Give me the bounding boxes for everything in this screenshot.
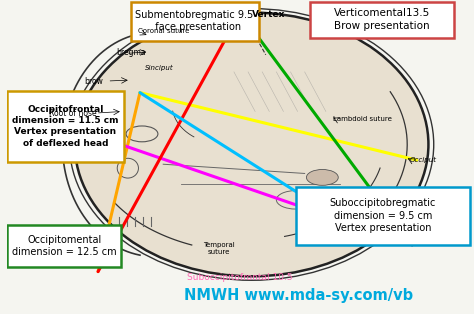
Text: Sinciput: Sinciput: [145, 64, 173, 71]
Text: Verticomental13.5
Brow presentation: Verticomental13.5 Brow presentation: [334, 8, 430, 31]
Text: Occipitomental
dimension = 12.5 cm: Occipitomental dimension = 12.5 cm: [12, 235, 117, 257]
Text: Vertex: Vertex: [252, 10, 285, 19]
Text: Occiput: Occiput: [410, 157, 437, 163]
Text: Suboccipitofrontal 10.5: Suboccipitofrontal 10.5: [187, 273, 293, 282]
Text: bregma: bregma: [117, 48, 146, 57]
Text: Coronal suture: Coronal suture: [137, 28, 189, 34]
Text: Root of nose: Root of nose: [49, 109, 97, 117]
Text: Suboccipitobregmatic
dimension = 9.5 cm
Vertex presentation: Suboccipitobregmatic dimension = 9.5 cm …: [330, 198, 436, 233]
Ellipse shape: [306, 170, 338, 185]
FancyBboxPatch shape: [7, 225, 121, 267]
Text: Lambdoid suture: Lambdoid suture: [333, 116, 392, 122]
Text: Occipitofrontal
dimension = 11.5 cm
Vertex presentation
of deflexed head: Occipitofrontal dimension = 11.5 cm Vert…: [12, 105, 119, 148]
Ellipse shape: [75, 13, 428, 276]
Text: Submentobregmatic 9.5
  face presentation: Submentobregmatic 9.5 face presentation: [136, 10, 254, 32]
FancyBboxPatch shape: [131, 2, 259, 41]
Text: brow: brow: [84, 77, 103, 86]
FancyBboxPatch shape: [310, 2, 454, 38]
FancyBboxPatch shape: [296, 187, 470, 245]
Text: Temporal
suture: Temporal suture: [203, 241, 235, 255]
FancyBboxPatch shape: [7, 91, 124, 162]
Text: NMWH www.mda-sy.com/vb: NMWH www.mda-sy.com/vb: [184, 288, 413, 303]
